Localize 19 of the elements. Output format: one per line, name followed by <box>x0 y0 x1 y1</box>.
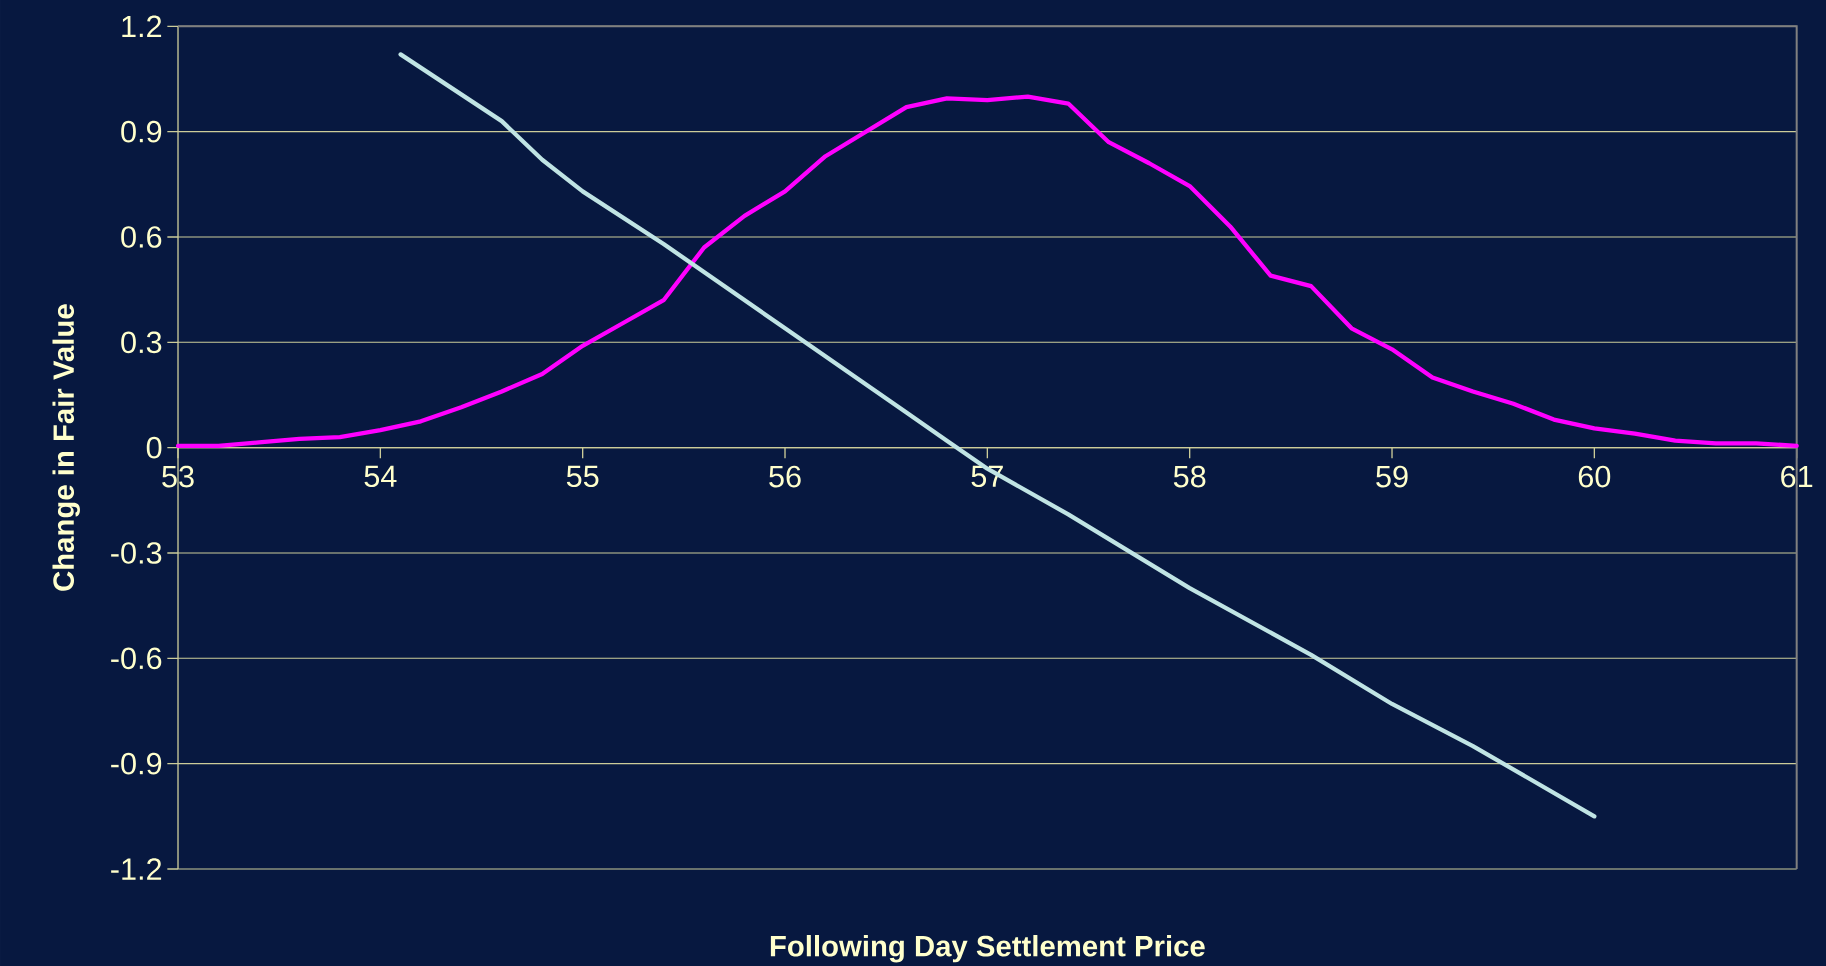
x-tick-label: 54 <box>364 465 397 488</box>
y-tick-label: -1.2 <box>111 858 162 880</box>
y-tick-label: 0.9 <box>121 120 162 143</box>
x-tick-label: 56 <box>769 465 801 488</box>
x-axis-title: Following Day Settlement Price <box>770 935 1205 963</box>
y-tick-label: 1.2 <box>122 15 162 38</box>
x-tick-label: 53 <box>162 465 194 488</box>
x-tick-label: 55 <box>566 465 599 488</box>
y-tick-label: -0.9 <box>111 752 162 775</box>
y-tick-label: 0.6 <box>121 226 162 248</box>
x-tick-label: 58 <box>1173 465 1206 488</box>
x-tick-label: 59 <box>1376 465 1408 488</box>
y-tick-label: 0.3 <box>121 331 162 354</box>
y-axis-title: Change in Fair Value <box>52 304 80 591</box>
x-tick-label: 60 <box>1578 465 1611 488</box>
x-tick-label: 61 <box>1781 465 1813 488</box>
y-tick-label: -0.3 <box>111 542 162 564</box>
y-tick-label: 0 <box>146 436 162 459</box>
y-tick-label: -0.6 <box>111 647 162 670</box>
